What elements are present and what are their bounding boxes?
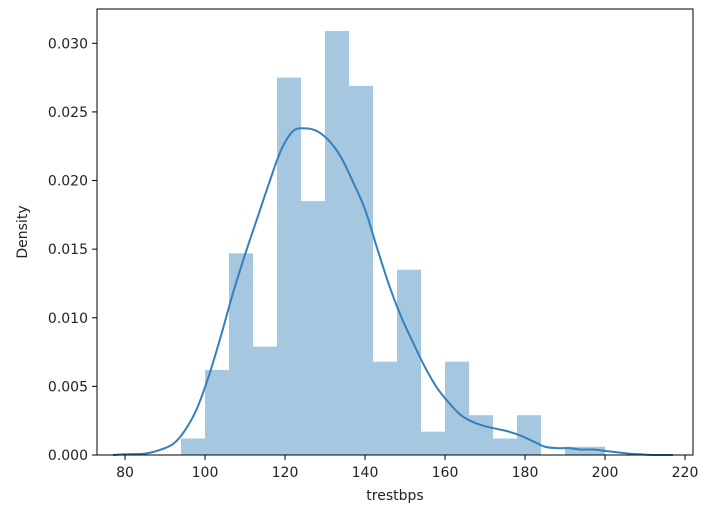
- y-axis-label: Density: [15, 205, 31, 258]
- y-tick-label: 0.030: [48, 36, 88, 52]
- x-tick-label: 100: [192, 465, 219, 481]
- histogram-bar: [421, 431, 445, 455]
- kde-curve-line: [112, 127, 674, 457]
- histogram-bar: [445, 361, 469, 455]
- x-axis-label: trestbps: [366, 488, 423, 504]
- kde-curve-layer: [112, 127, 674, 457]
- histogram-bar: [229, 253, 253, 455]
- histogram-bar: [277, 77, 301, 455]
- histogram-bar: [493, 438, 517, 455]
- histogram-bar: [373, 361, 397, 455]
- y-tick-label: 0.020: [48, 174, 88, 190]
- x-tick-label: 160: [432, 465, 459, 481]
- x-tick-label: 220: [672, 465, 699, 481]
- y-axis-ticks: 0.000 0.005 0.010 0.015 0.020 0.025 0.030: [48, 36, 97, 464]
- y-tick-label: 0.005: [48, 379, 88, 395]
- y-tick-label: 0.000: [48, 448, 88, 464]
- x-tick-label: 120: [272, 465, 299, 481]
- x-tick-label: 180: [512, 465, 539, 481]
- axes: [96, 8, 694, 456]
- x-axis-ticks: 80 100 120 140 160 180 200 220: [116, 455, 698, 481]
- plot-frame: [96, 8, 694, 456]
- histogram-bar: [349, 85, 373, 455]
- y-tick-label: 0.025: [48, 105, 88, 121]
- histogram-bar: [301, 201, 325, 455]
- x-tick-label: 140: [352, 465, 379, 481]
- histogram-bar: [397, 269, 421, 455]
- histogram-bar: [565, 446, 589, 455]
- histogram-bars: [181, 30, 605, 456]
- histogram-bar: [253, 346, 277, 455]
- histogram-bar: [181, 438, 205, 455]
- x-tick-label: 200: [592, 465, 619, 481]
- y-tick-label: 0.015: [48, 242, 88, 258]
- histogram-bar: [325, 30, 349, 456]
- histogram-bar: [205, 369, 229, 455]
- x-tick-label: 80: [116, 465, 134, 481]
- y-tick-label: 0.010: [48, 311, 88, 327]
